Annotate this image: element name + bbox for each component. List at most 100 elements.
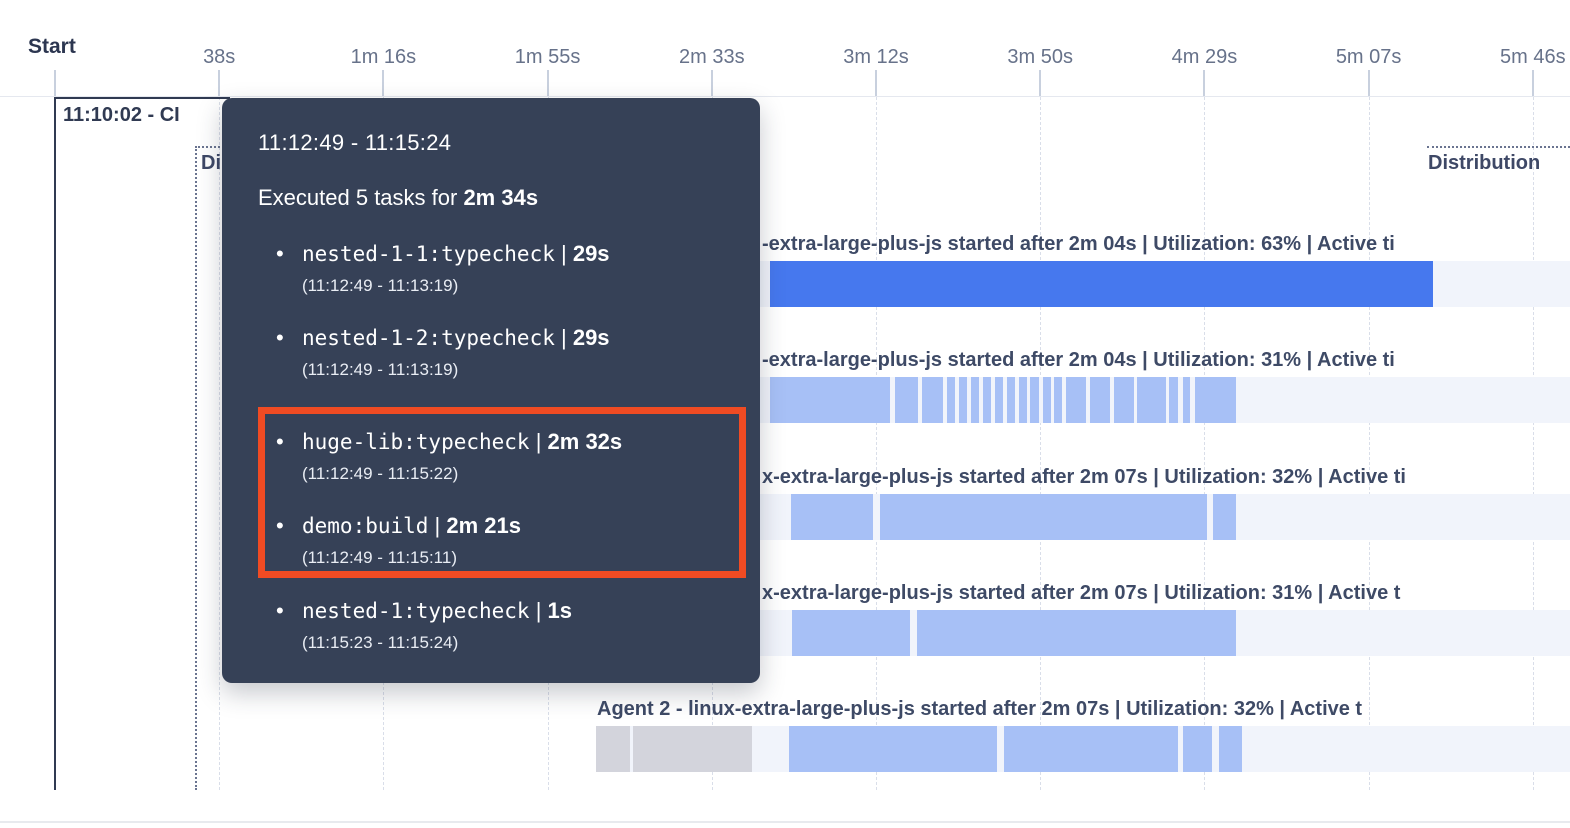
axis-tick-start [54,70,56,96]
page-divider [0,821,1570,823]
distribution-left-dotted-hline [195,146,231,148]
bullet-icon: • [276,513,284,538]
tooltip-task-body: nested-1-2:typecheck | 29s (11:12:49 - 11… [302,323,610,381]
tooltip-task-name: demo:build | 2m 21s [302,513,522,538]
task-bar-segment[interactable] [1194,377,1236,423]
agent-row-label: x-extra-large-plus-js started after 2m 0… [762,582,1401,604]
bullet-icon: • [276,241,284,266]
tooltip-task-name: nested-1-1:typecheck | 29s [302,241,610,266]
task-bar-segment[interactable] [596,726,631,772]
gridline [1532,97,1534,790]
gridline [1368,97,1370,790]
task-bar-segment[interactable] [789,726,997,772]
axis-tick-label: 4m 29s [1171,46,1238,68]
task-bar-segment[interactable] [1006,377,1015,423]
axis-tick-mark [1203,70,1206,96]
tooltip-task-name: nested-1-2:typecheck | 29s [302,325,610,350]
axis-tick-mark [546,70,549,96]
task-bar-segment[interactable] [1003,726,1179,772]
axis-tick-label: 5m 46s [1500,46,1566,68]
task-bar-segment[interactable] [1053,377,1062,423]
agent-row-label: -extra-large-plus-js started after 2m 04… [762,233,1395,255]
tooltip-task-body: nested-1-1:typecheck | 29s (11:12:49 - 11… [302,239,610,297]
axis-border [0,96,1570,97]
axis-tick-label: 3m 12s [843,46,909,68]
agent-row-label: x-extra-large-plus-js started after 2m 0… [762,466,1406,488]
tooltip-task-time-range: (11:12:49 - 11:15:11) [302,548,457,567]
task-bar-segment[interactable] [791,494,873,540]
task-bar-segment[interactable] [894,377,918,423]
axis-tick-mark [875,70,877,96]
axis-tick-mark [1367,70,1370,96]
gridline [876,97,877,790]
task-bar-segment[interactable] [770,261,1434,307]
task-bar-segment[interactable] [946,377,955,423]
distribution-left-dotted-vline [195,146,197,790]
task-bar-segment[interactable] [970,377,979,423]
tooltip-summary-duration: 2m 34s [463,185,539,210]
tooltip-task-item: • nested-1-2:typecheck | 29s (11:12:49 - 1… [258,323,746,381]
axis-tick-mark [218,70,221,96]
tooltip-time-range: 11:12:49 - 11:15:24 [258,130,452,155]
task-bar-segment[interactable] [1113,377,1134,423]
tooltip-task-body: demo:build | 2m 21s (11:12:49 - 11:15:11) [302,511,521,569]
gridline [1204,97,1206,790]
task-bar-segment[interactable] [1018,377,1027,423]
distribution-right-dotted-hline [1427,146,1570,148]
task-bar-segment[interactable] [791,610,911,656]
axis-tick-label: 5m 07s [1335,46,1402,68]
tooltip-task-time-range: (11:15:23 - 11:15:24) [302,633,459,652]
tooltip-task-item: • nested-1-1:typecheck | 29s (11:12:49 - 1… [258,239,746,297]
axis-tick-label: 1m 16s [350,46,417,68]
tooltip-task-time-range: (11:12:49 - 11:13:19) [302,360,459,379]
tooltip-task-time-range: (11:12:49 - 11:15:22) [302,464,459,483]
axis-tick-label: 38s [203,46,236,68]
task-bar-segment[interactable] [1089,377,1110,423]
task-bar-segment[interactable] [958,377,967,423]
tooltip-summary: Executed 5 tasks for 2m 34s [258,185,539,210]
task-bar-segment[interactable] [982,377,991,423]
task-bar-segment[interactable] [879,494,1207,540]
task-bar-segment[interactable] [922,377,943,423]
tooltip-task-body: nested-1:typecheck | 1s (11:15:23 - 11:15… [302,596,572,654]
task-bar-segment[interactable] [1169,377,1179,423]
axis-tick-mark [1039,70,1042,96]
axis-tick-label: 2m 33s [679,46,745,68]
axis-tick-mark [1531,70,1534,96]
bullet-icon: • [276,325,284,350]
axis-tick-label: 1m 55s [514,46,581,68]
tooltip-task-item: • nested-1:typecheck | 1s (11:15:23 - 11:1… [258,596,746,654]
highlighted-tasks-box: • huge-lib:typecheck | 2m 32s (11:12:49 - … [258,407,746,578]
task-bar-segment[interactable] [1137,377,1166,423]
task-bar-segment[interactable] [1029,377,1039,423]
agent-row-label: -extra-large-plus-js started after 2m 04… [762,349,1395,371]
task-bar-segment[interactable] [770,377,891,423]
axis-tick-mark [710,70,713,96]
tooltip-task-list: • nested-1-1:typecheck | 29s (11:12:49 - 1… [258,239,746,654]
task-bar-segment[interactable] [1212,494,1236,540]
build-box-left-border [54,97,56,790]
agent-row-label: Agent 2 - linux-extra-large-plus-js star… [597,698,1363,720]
tooltip-task-time-range: (11:12:49 - 11:13:19) [302,276,459,295]
axis-start-label: Start [28,35,76,58]
tooltip-task-body: huge-lib:typecheck | 2m 32s (11:12:49 - 1… [302,427,622,485]
distribution-left-label: Di [201,152,221,174]
tooltip-task-name: huge-lib:typecheck | 2m 32s [302,429,623,454]
build-window-label: 11:10:02 - CI [63,104,180,126]
task-bar-segment[interactable] [1042,377,1051,423]
tooltip-task-name: nested-1:typecheck | 1s [302,598,573,623]
task-bar-segment[interactable] [1065,377,1086,423]
bullet-icon: • [276,429,284,454]
distribution-right-label: Distribution [1428,152,1541,174]
gridline [219,97,221,790]
task-bar-segment[interactable] [916,610,1236,656]
axis-tick-mark [382,70,385,96]
task-bar-segment[interactable] [1182,726,1212,772]
build-box-top-border [54,97,230,99]
axis-tick-label: 3m 50s [1007,46,1073,68]
tooltip-task-item: • huge-lib:typecheck | 2m 32s (11:12:49 - … [276,427,729,485]
task-bar-segment[interactable] [995,377,1003,423]
task-bar-segment[interactable] [1182,377,1191,423]
task-bar-segment[interactable] [633,726,753,772]
task-bar-segment[interactable] [1219,726,1243,772]
